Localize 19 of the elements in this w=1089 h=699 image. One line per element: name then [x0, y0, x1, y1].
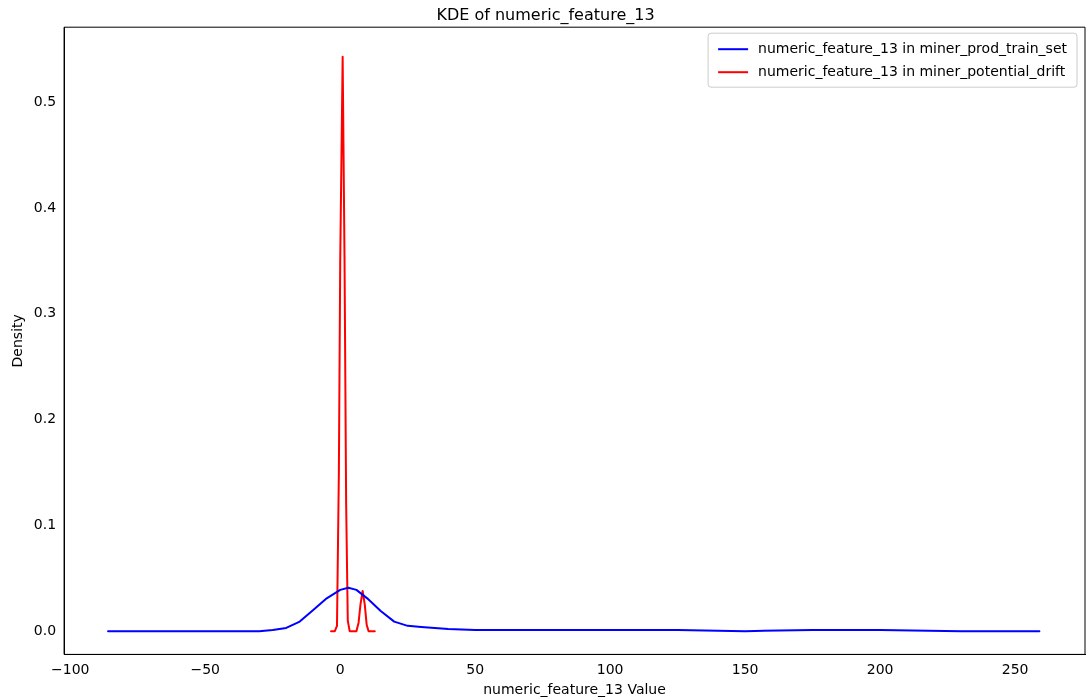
- legend-label: numeric_feature_13 in miner_prod_train_set: [758, 39, 1068, 56]
- x-tick-label: 100: [596, 661, 624, 678]
- y-tick-label: 0.2: [33, 410, 57, 427]
- y-axis-title: Density: [9, 314, 26, 368]
- legend-label: numeric_feature_13 in miner_potential_drift: [758, 62, 1066, 79]
- x-tick-label: 200: [866, 661, 894, 678]
- x-tick-label: −100: [51, 661, 90, 678]
- x-tick-label: 0: [335, 661, 345, 678]
- y-tick-label: 0.4: [33, 198, 57, 215]
- x-tick-label: 150: [731, 661, 759, 678]
- x-tick-label: −50: [190, 661, 221, 678]
- chart-title: KDE of numeric_feature_13: [436, 4, 655, 25]
- y-tick-label: 0.5: [33, 92, 57, 109]
- x-tick-label: 50: [466, 661, 485, 678]
- y-tick-label: 0.1: [33, 516, 57, 532]
- x-tick-label: 250: [1001, 661, 1029, 678]
- y-tick-label: 0.3: [33, 304, 57, 321]
- x-axis-title: numeric_feature_13 Value: [483, 681, 666, 698]
- y-tick-label: 0.0: [33, 621, 57, 638]
